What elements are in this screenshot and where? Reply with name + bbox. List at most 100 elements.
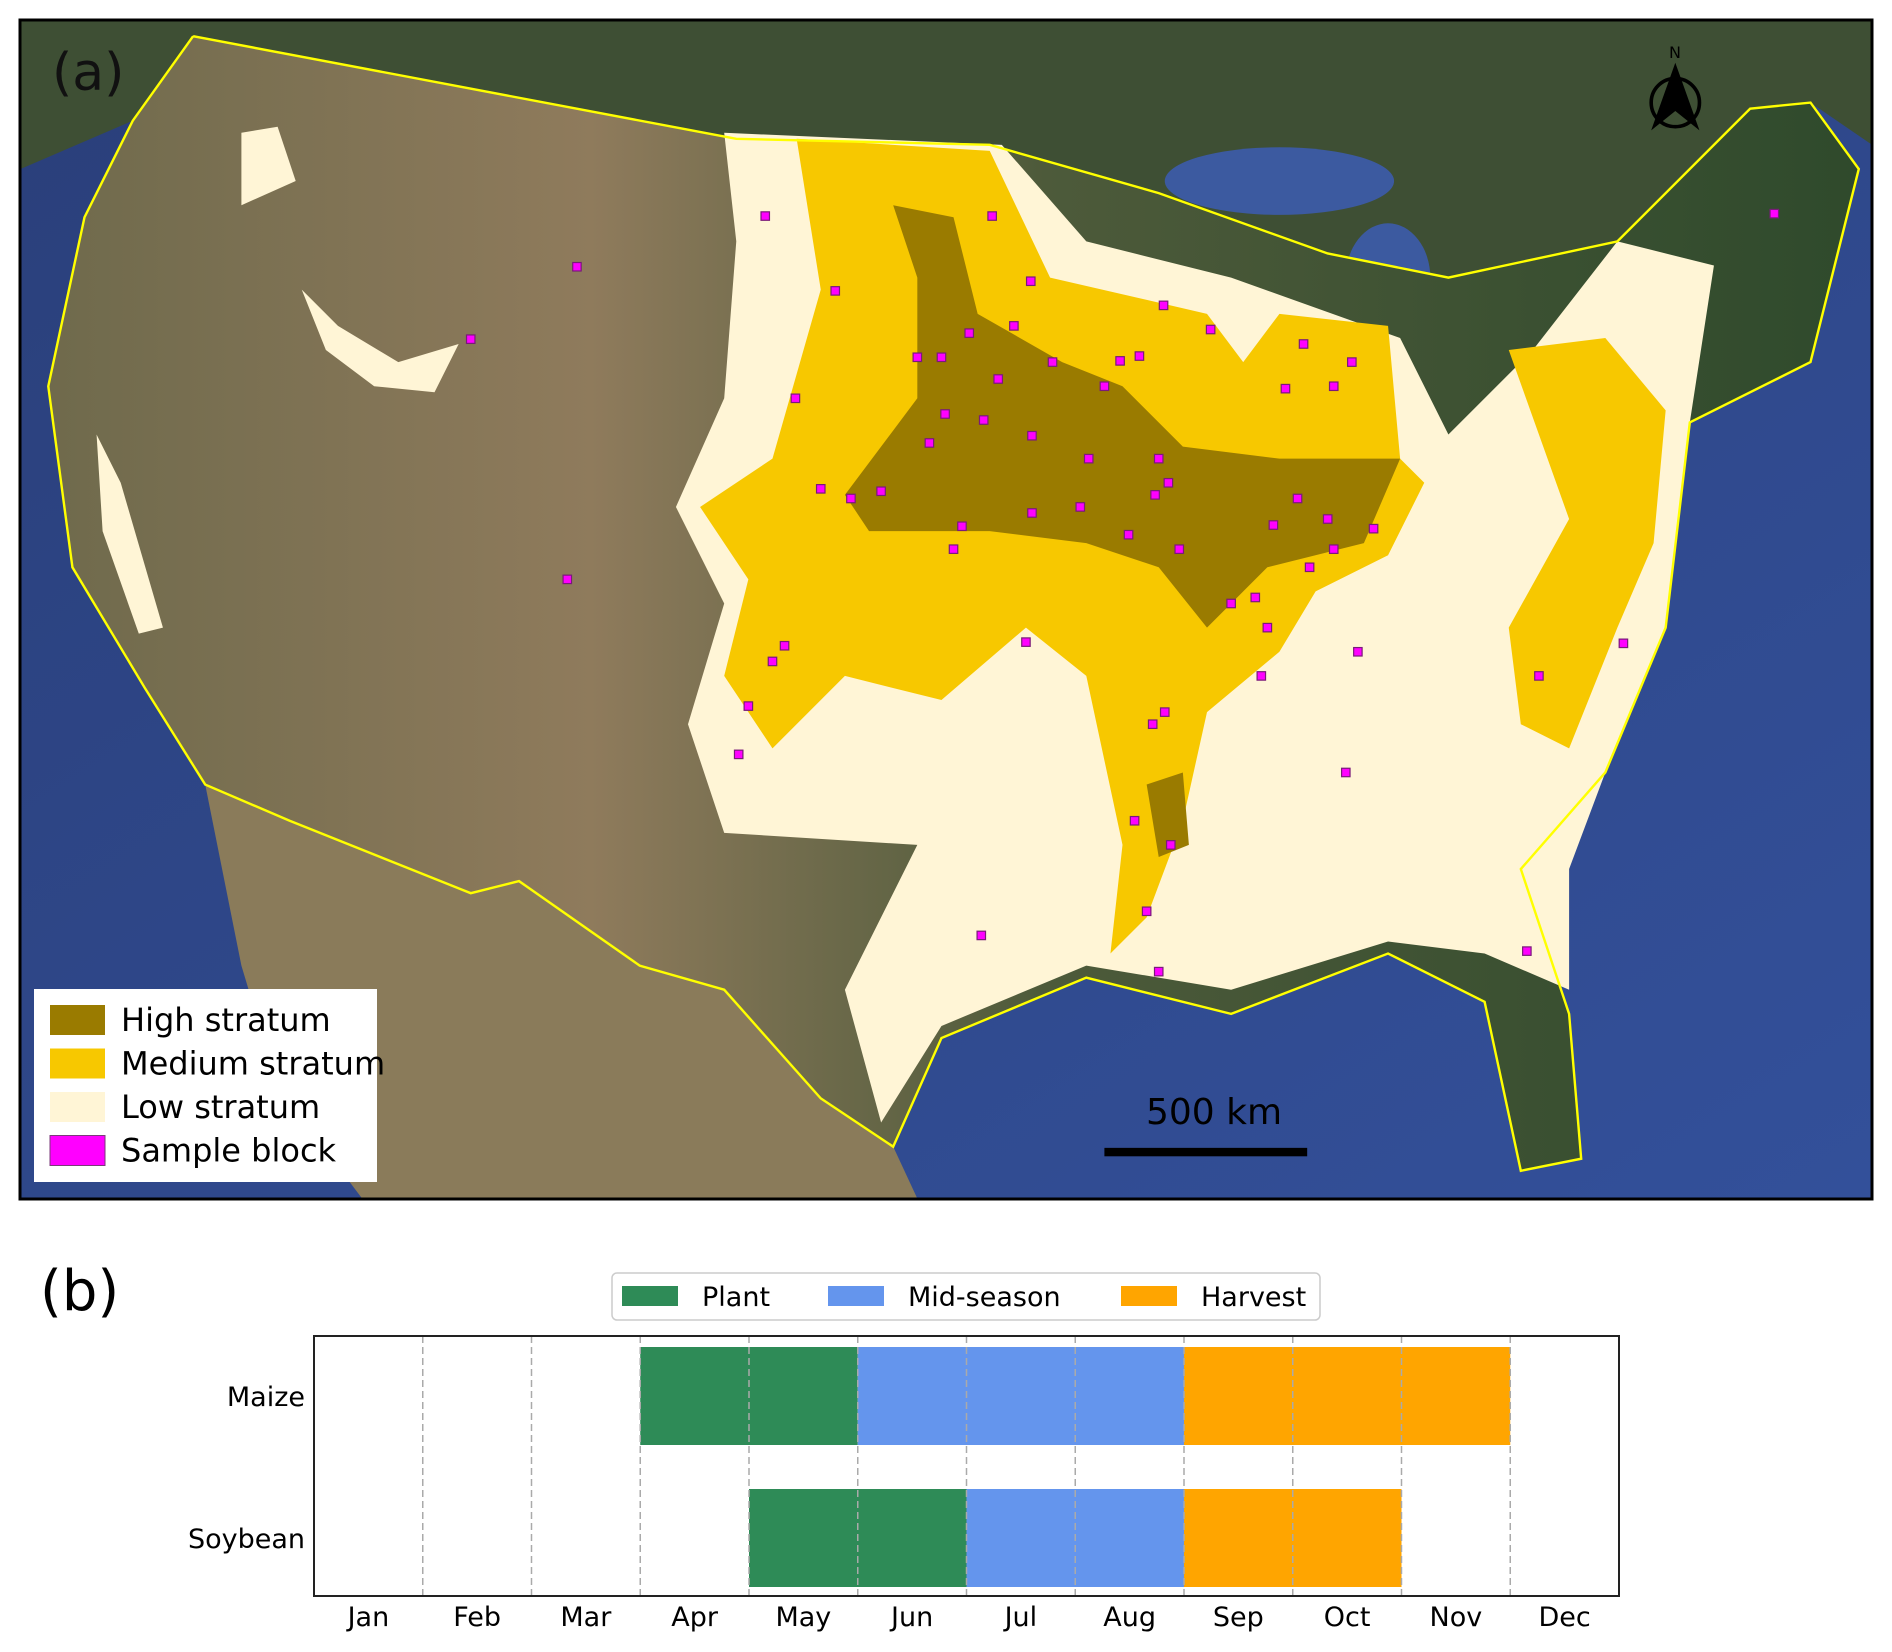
sample-block	[1328, 381, 1339, 392]
low-stratum-west-1	[301, 289, 459, 393]
chart-legend: Plant Mid-season Harvest	[611, 1272, 1321, 1321]
timeline-chart: Jan Feb Mar Apr May Jun Jul Aug Sep Oct Nov Dec Maiz…	[188, 1272, 1620, 1633]
sample-blocks	[465, 208, 1780, 977]
x-tick-label: Oct	[1324, 1602, 1371, 1633]
high-stratum-delta	[1146, 772, 1189, 857]
legend-label: Mid-season	[908, 1282, 1061, 1313]
sample-block	[1769, 208, 1780, 219]
sample-block	[1322, 514, 1333, 524]
sample-block	[743, 701, 754, 711]
sample-block	[1226, 598, 1236, 609]
sample-block	[846, 493, 856, 504]
x-tick-label: May	[775, 1602, 831, 1633]
legend-swatch-plant	[622, 1286, 678, 1306]
sample-block	[1083, 453, 1094, 464]
map-frame	[18, 18, 1874, 1201]
sample-block	[1115, 356, 1125, 366]
sample-block	[940, 409, 950, 419]
sample-block	[876, 486, 886, 497]
sample-block	[760, 211, 771, 221]
sample-block	[1009, 321, 1019, 331]
legend-label: Harvest	[1201, 1282, 1306, 1313]
sample-block	[987, 211, 997, 221]
sample-block	[830, 286, 841, 296]
sample-block	[1123, 529, 1134, 540]
sample-block	[1047, 357, 1058, 367]
north-arrow-icon	[1649, 62, 1702, 131]
us-border	[47, 35, 1861, 1173]
medium-stratum-area	[700, 138, 1425, 954]
x-tick-label: Feb	[453, 1602, 501, 1633]
sample-block	[978, 415, 989, 425]
sample-block	[1353, 646, 1363, 657]
scale-bar-label: 500 km	[1146, 1092, 1282, 1133]
north-label: N	[1669, 43, 1681, 62]
mexico-land	[205, 784, 918, 1199]
sample-block	[1075, 502, 1086, 512]
sample-block	[964, 328, 975, 338]
x-tick-label: Jun	[889, 1602, 933, 1633]
sample-block	[1262, 622, 1273, 633]
x-tick-label: Aug	[1103, 1602, 1156, 1633]
sample-block	[1134, 351, 1145, 361]
sample-block	[1368, 523, 1379, 534]
sample-block	[1174, 544, 1185, 555]
sample-block	[1618, 638, 1629, 649]
bar-maize-harvest	[1184, 1347, 1511, 1445]
scale-bar	[1104, 1147, 1308, 1157]
medium-stratum-east	[1508, 337, 1666, 749]
sample-block	[1141, 906, 1152, 917]
x-tick-label: Jan	[346, 1602, 390, 1633]
y-tick-label: Soybean	[188, 1524, 305, 1555]
x-tick-label: Jul	[1003, 1602, 1038, 1633]
map-panel: N 500 km (a) High stratum Medium stratum L…	[20, 20, 1872, 1199]
x-tick-label: Nov	[1430, 1602, 1483, 1633]
sample-block	[1347, 357, 1357, 367]
sample-block	[815, 484, 826, 494]
panel-b-label: (b)	[40, 1259, 119, 1324]
sample-block	[1340, 767, 1351, 778]
sample-block	[1250, 592, 1261, 603]
legend-label: Plant	[702, 1282, 770, 1313]
sample-block	[948, 544, 959, 555]
sample-block	[1165, 840, 1176, 850]
sample-block	[1147, 719, 1158, 730]
sample-block	[1256, 671, 1267, 681]
y-tick-label: Maize	[227, 1382, 305, 1413]
x-tick-label: Mar	[560, 1602, 612, 1633]
sample-block	[790, 393, 801, 404]
sample-block	[993, 374, 1004, 384]
legend-label: Medium stratum	[121, 1045, 385, 1083]
panel-a-label: (a)	[52, 43, 124, 103]
sample-block	[936, 352, 947, 363]
sample-block	[912, 352, 923, 363]
legend-swatch	[49, 1135, 106, 1166]
sample-block	[1025, 276, 1036, 287]
sample-block	[767, 656, 778, 667]
sample-block	[1268, 520, 1279, 530]
sample-block	[1021, 637, 1031, 647]
sample-block	[1158, 300, 1169, 311]
sample-block	[465, 334, 476, 344]
sample-block	[957, 521, 967, 532]
sample-block	[1280, 383, 1291, 394]
sample-block	[1534, 671, 1544, 681]
bar-maize-mid-season	[857, 1347, 1184, 1445]
sample-block	[976, 930, 987, 941]
sample-block	[924, 438, 935, 448]
x-tick-label: Apr	[671, 1602, 719, 1633]
plot-frame	[313, 1335, 1620, 1597]
sample-block	[1163, 477, 1174, 488]
sample-block	[779, 640, 790, 651]
sample-block	[733, 749, 744, 760]
lake-superior	[1164, 147, 1395, 215]
legend-swatch-mid-season	[828, 1286, 884, 1306]
legend-swatch-harvest	[1121, 1286, 1177, 1306]
sample-block	[572, 261, 582, 272]
legend-swatch	[50, 1048, 105, 1079]
canada-land	[20, 20, 1872, 278]
x-tick-label: Sep	[1213, 1602, 1264, 1633]
sample-block	[1298, 339, 1309, 349]
sample-block	[1027, 430, 1037, 441]
low-stratum-west-3	[241, 126, 296, 206]
